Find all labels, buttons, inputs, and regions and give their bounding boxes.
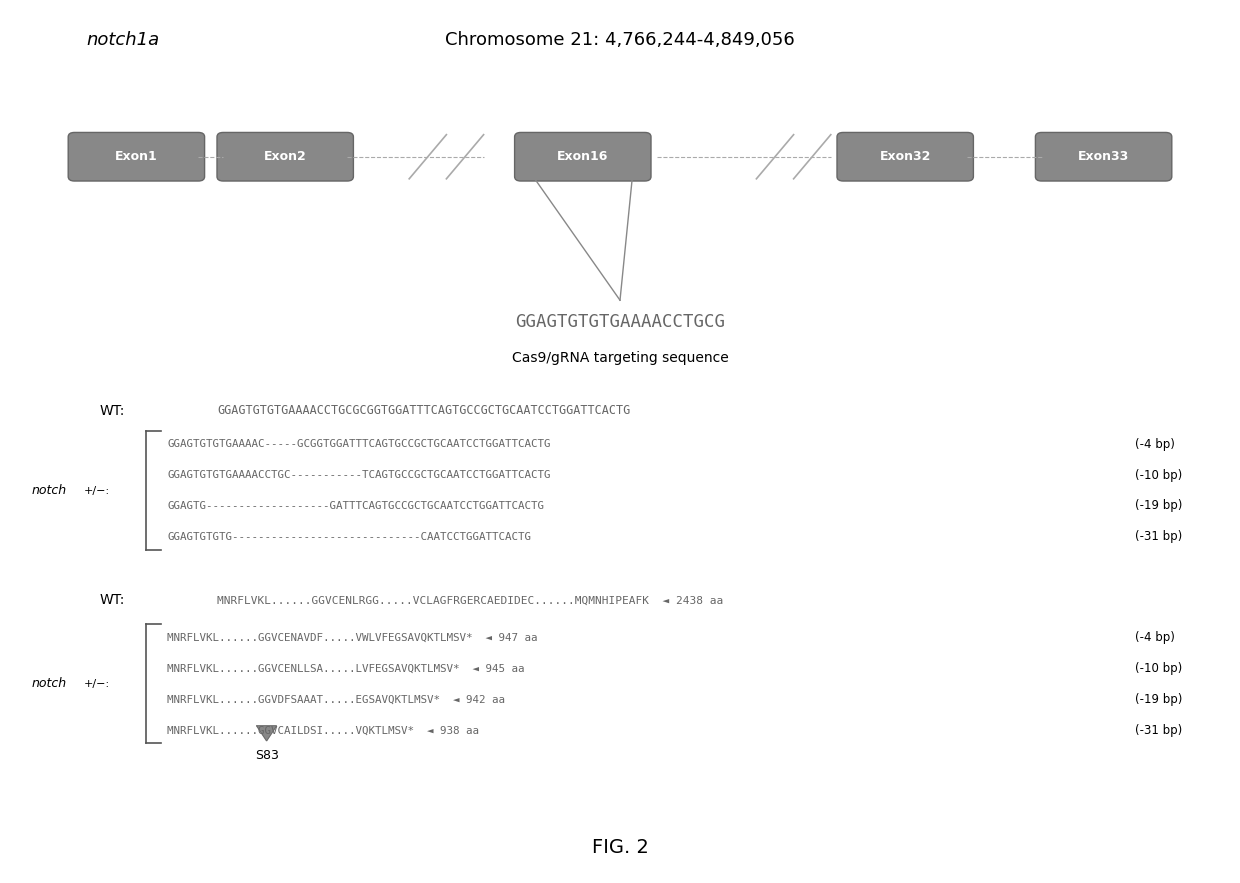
Text: GGAGTGTGTGAAAAC-----GCGGTGGATTTCAGTGCCGCTGCAATCCTGGATTCACTG: GGAGTGTGTGAAAAC-----GCGGTGGATTTCAGTGCCGC… xyxy=(167,439,551,449)
FancyBboxPatch shape xyxy=(837,132,973,181)
Text: notch1a: notch1a xyxy=(87,31,160,49)
Text: GGAGTGTGTG-----------------------------CAATCCTGGATTCACTG: GGAGTGTGTG-----------------------------C… xyxy=(167,532,532,542)
Text: S83: S83 xyxy=(254,749,279,762)
Text: WT:: WT: xyxy=(99,593,124,608)
Text: (-31 bp): (-31 bp) xyxy=(1135,531,1182,543)
Text: (-19 bp): (-19 bp) xyxy=(1135,500,1182,512)
FancyBboxPatch shape xyxy=(68,132,205,181)
Text: GGAGTGTGTGAAAACCTGCGCGGTGGATTTCAGTGCCGCTGCAATCCTGGATTCACTG: GGAGTGTGTGAAAACCTGCGCGGTGGATTTCAGTGCCGCT… xyxy=(217,404,630,417)
Text: Exon2: Exon2 xyxy=(264,150,306,163)
Text: Exon32: Exon32 xyxy=(879,150,931,163)
Text: MNRFLVKL......GGVCAILDSI.....VQKTLMSV*  ◄ 938 aa: MNRFLVKL......GGVCAILDSI.....VQKTLMSV* ◄… xyxy=(167,725,480,736)
FancyBboxPatch shape xyxy=(1035,132,1172,181)
Text: (-31 bp): (-31 bp) xyxy=(1135,724,1182,736)
Text: notch: notch xyxy=(32,484,67,497)
Text: MNRFLVKL......GGVCENLLSA.....LVFEGSAVQKTLMSV*  ◄ 945 aa: MNRFLVKL......GGVCENLLSA.....LVFEGSAVQKT… xyxy=(167,663,525,674)
Text: MNRFLVKL......GGVDFSAAAT.....EGSAVQKTLMSV*  ◄ 942 aa: MNRFLVKL......GGVDFSAAAT.....EGSAVQKTLMS… xyxy=(167,694,506,705)
Text: Cas9/gRNA targeting sequence: Cas9/gRNA targeting sequence xyxy=(512,351,728,365)
Text: MNRFLVKL......GGVCENAVDF.....VWLVFEGSAVQKTLMSV*  ◄ 947 aa: MNRFLVKL......GGVCENAVDF.....VWLVFEGSAVQ… xyxy=(167,632,538,643)
FancyBboxPatch shape xyxy=(217,132,353,181)
Text: Exon16: Exon16 xyxy=(557,150,609,163)
Text: GGAGTGTGTGAAAACCTGCG: GGAGTGTGTGAAAACCTGCG xyxy=(515,313,725,331)
Text: (-4 bp): (-4 bp) xyxy=(1135,438,1174,450)
Text: (-10 bp): (-10 bp) xyxy=(1135,469,1182,481)
Text: Chromosome 21: 4,766,244-4,849,056: Chromosome 21: 4,766,244-4,849,056 xyxy=(445,31,795,49)
Text: FIG. 2: FIG. 2 xyxy=(591,838,649,857)
Text: Exon1: Exon1 xyxy=(115,150,157,163)
Text: (-10 bp): (-10 bp) xyxy=(1135,662,1182,675)
Text: notch: notch xyxy=(32,677,67,691)
Text: (-4 bp): (-4 bp) xyxy=(1135,631,1174,644)
Text: Exon33: Exon33 xyxy=(1078,150,1130,163)
Text: +/−:: +/−: xyxy=(83,486,110,495)
Text: +/−:: +/−: xyxy=(83,679,110,689)
FancyBboxPatch shape xyxy=(515,132,651,181)
Text: WT:: WT: xyxy=(99,404,124,418)
Text: (-19 bp): (-19 bp) xyxy=(1135,693,1182,706)
Text: GGAGTG-------------------GATTTCAGTGCCGCTGCAATCCTGGATTCACTG: GGAGTG-------------------GATTTCAGTGCCGCT… xyxy=(167,501,544,511)
Text: MNRFLVKL......GGVCENLRGG.....VCLAGFRGERCAEDIDEC......MQMNHIPEAFK  ◄ 2438 aa: MNRFLVKL......GGVCENLRGG.....VCLAGFRGERC… xyxy=(217,595,723,606)
Polygon shape xyxy=(257,726,277,741)
Text: GGAGTGTGTGAAAACCTGC-----------TCAGTGCCGCTGCAATCCTGGATTCACTG: GGAGTGTGTGAAAACCTGC-----------TCAGTGCCGC… xyxy=(167,470,551,480)
